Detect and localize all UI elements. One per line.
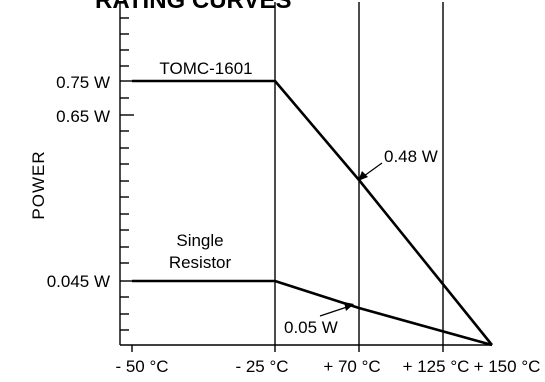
y-axis-label: POWER	[29, 150, 48, 219]
x-tick-label-plus70: + 70 °C	[323, 357, 380, 376]
grid-lines	[274, 2, 444, 345]
x-tick-label-plus150: + 150 °C	[474, 357, 541, 376]
annotation-048w-arrow	[363, 162, 383, 177]
annotation-005w: 0.05 W	[284, 318, 338, 337]
y-tick-label-0045: 0.045 W	[47, 272, 110, 291]
series-label-tomc-1601: TOMC-1601	[159, 59, 252, 78]
series-line-single-resistor	[132, 279, 493, 347]
annotation-048w-arrowhead	[358, 171, 368, 181]
x-tick-marks	[131, 345, 444, 352]
x-tick-label-plus125: + 125 °C	[403, 357, 470, 376]
annotation-048w: 0.48 W	[384, 147, 438, 166]
series-label-single-line1: Single	[176, 231, 223, 250]
y-tick-label-075: 0.75 W	[56, 73, 110, 92]
x-tick-label-minus25: - 25 °C	[235, 357, 288, 376]
series-line-tomc-1601	[132, 79, 494, 346]
annotation-005w-arrow	[319, 306, 348, 317]
x-tick-label-minus50: - 50 °C	[115, 357, 168, 376]
y-tick-label-065: 0.65 W	[56, 107, 110, 126]
annotation-005w-arrowhead	[344, 302, 354, 311]
chart-title: RATING CURVES	[95, 0, 291, 14]
series-label-single-line2: Resistor	[169, 253, 232, 272]
y-ticks	[120, 17, 134, 331]
